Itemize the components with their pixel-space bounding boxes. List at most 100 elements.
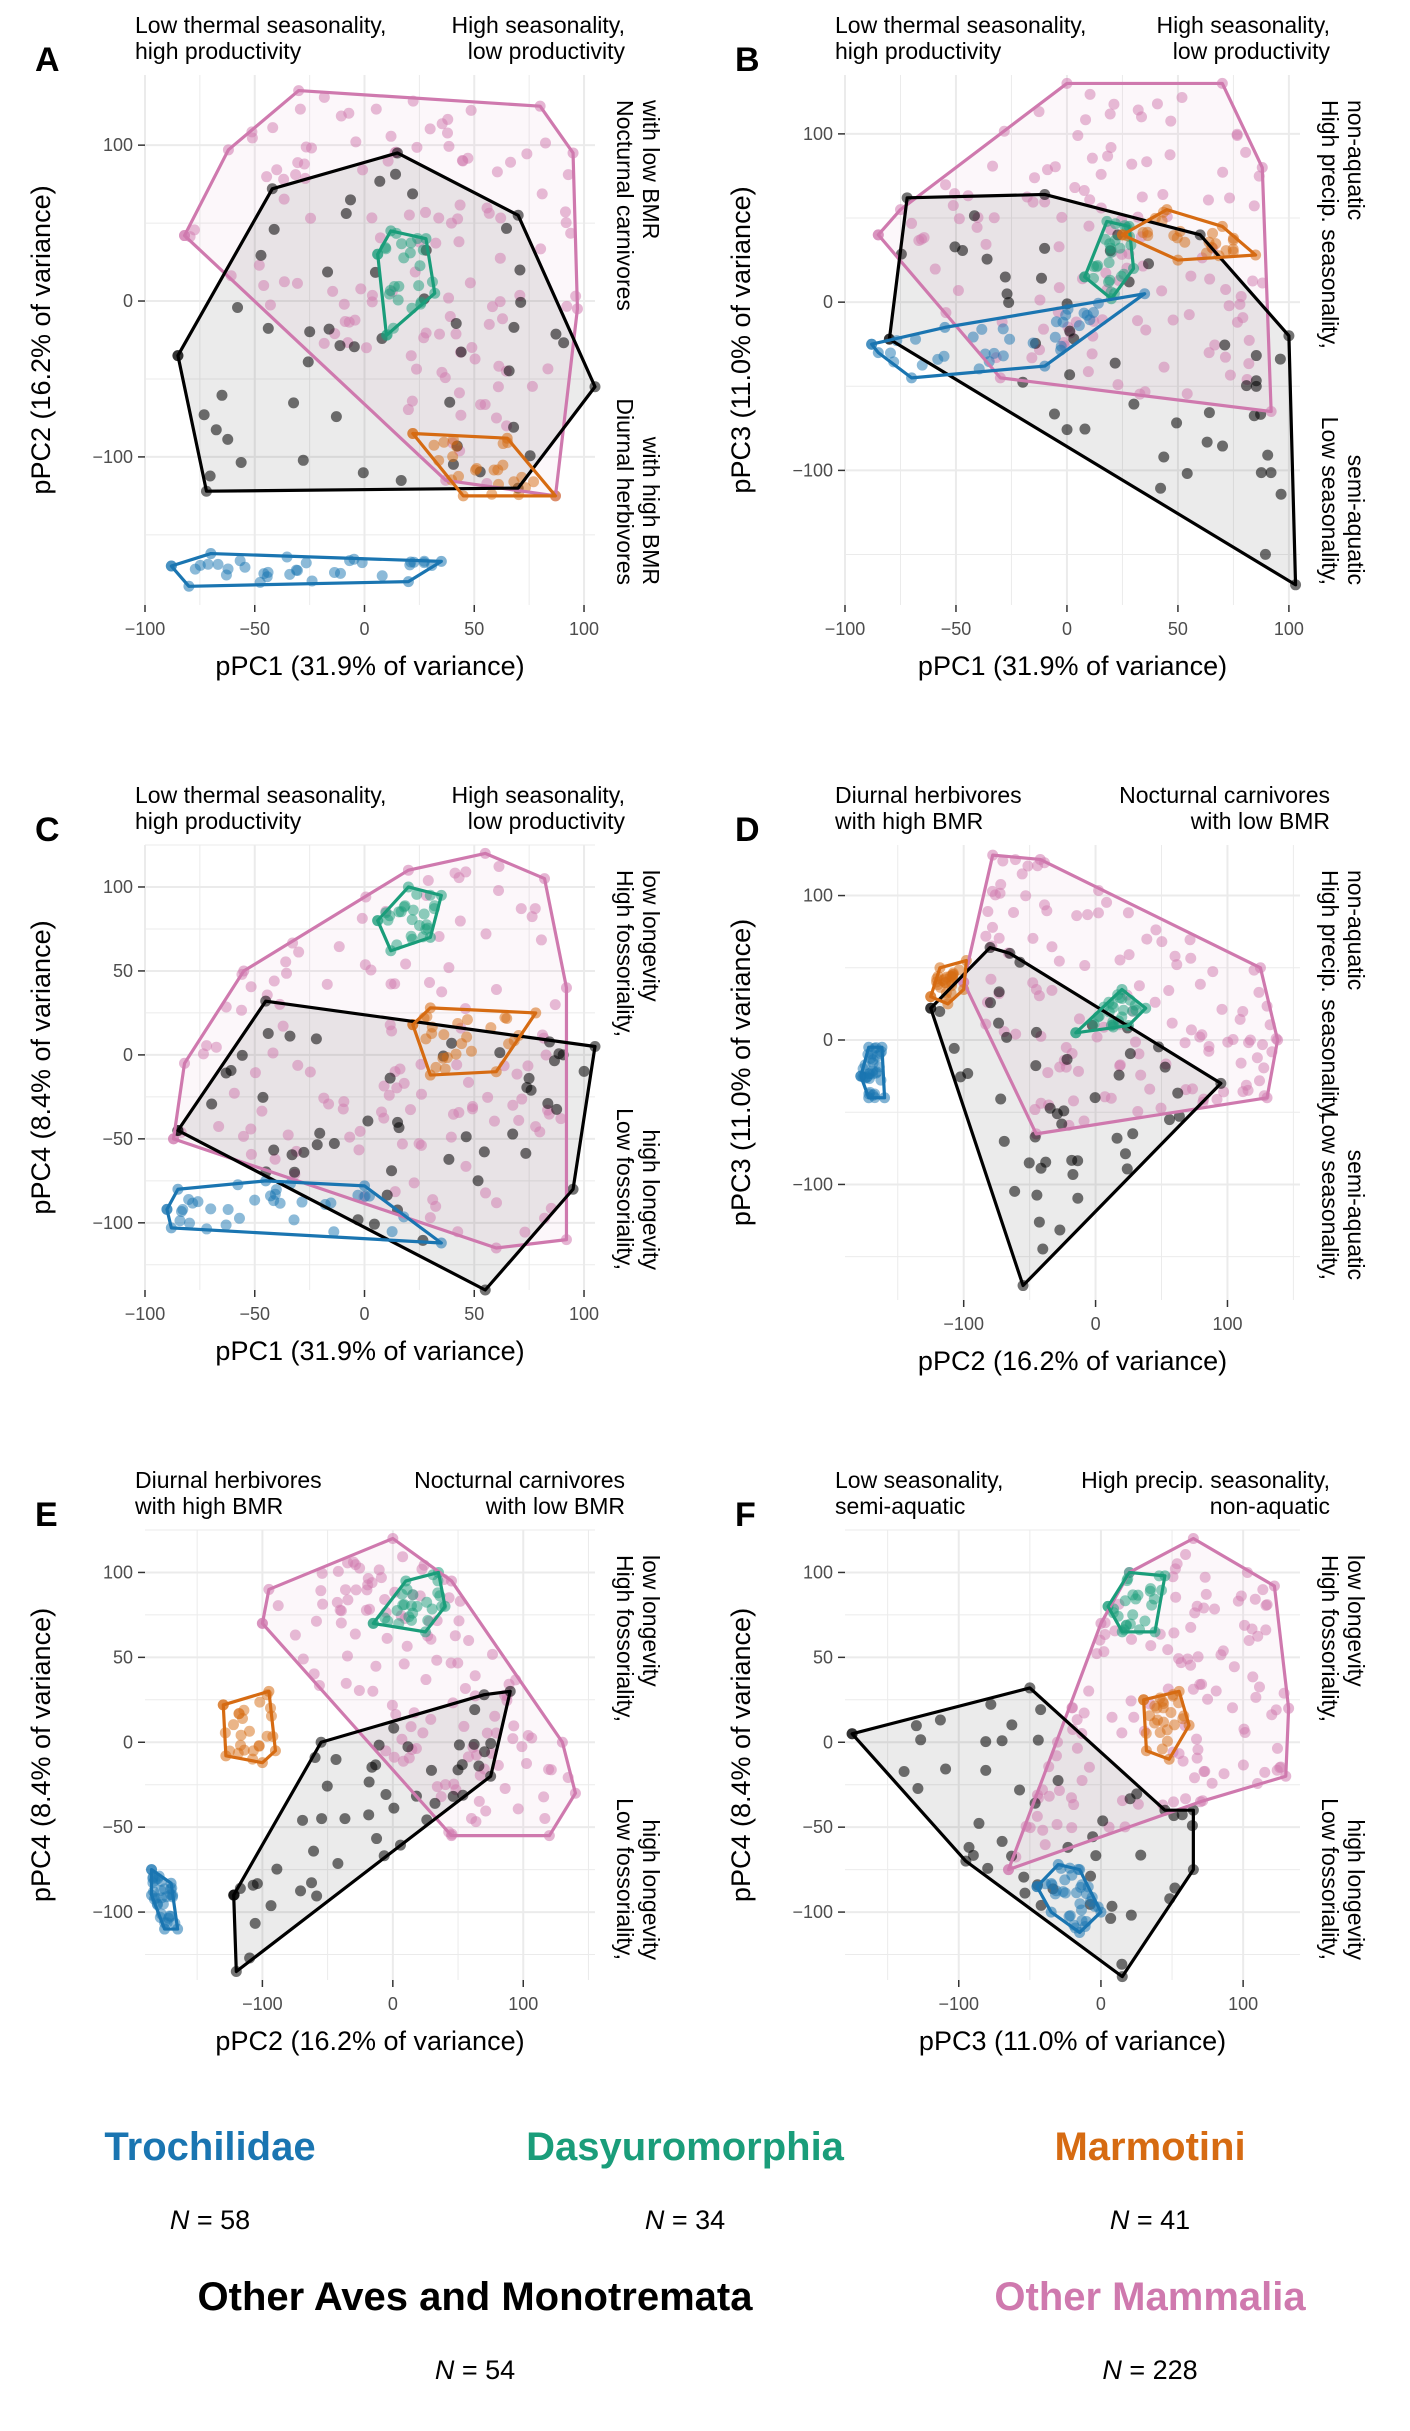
- point-dasy: [413, 280, 425, 292]
- point-mamm: [1126, 1633, 1138, 1645]
- point-aves: [363, 1809, 375, 1821]
- point-aves: [386, 1165, 398, 1177]
- point-aves: [1135, 1849, 1147, 1861]
- point-aves: [1240, 380, 1252, 392]
- point-marm: [1142, 230, 1154, 242]
- point-mamm: [1140, 324, 1152, 336]
- point-mamm: [1209, 1603, 1221, 1615]
- point-aves: [915, 1734, 927, 1746]
- point-mamm: [1240, 146, 1252, 158]
- point-marm: [508, 476, 520, 488]
- x-tick-label: 0: [360, 1304, 370, 1324]
- point-mamm: [397, 1755, 409, 1767]
- point-aves: [1262, 449, 1274, 461]
- point-mamm: [1248, 200, 1260, 212]
- point-mamm: [315, 1585, 327, 1597]
- plot-area: [845, 1530, 1300, 1980]
- point-mamm: [542, 363, 554, 375]
- point-mamm: [1078, 1707, 1090, 1719]
- point-mamm: [512, 1803, 524, 1815]
- point-mamm: [536, 188, 548, 200]
- point-aves: [1219, 339, 1231, 351]
- x-tick-label: 100: [569, 1304, 599, 1324]
- point-mamm: [1078, 1115, 1090, 1127]
- point-troch: [1075, 1904, 1087, 1916]
- point-mamm: [367, 1685, 379, 1697]
- point-troch: [161, 1891, 173, 1903]
- panel-B: −100 −50 0 50 100 −100 0 100 pPC1 (31.9% of vari…: [726, 12, 1369, 681]
- point-mamm: [1223, 300, 1235, 312]
- point-aves: [373, 1739, 385, 1751]
- point-mamm: [245, 981, 257, 993]
- point-dasy: [418, 908, 430, 920]
- point-dasy: [1119, 1595, 1131, 1607]
- point-aves: [1089, 1092, 1101, 1104]
- point-mamm: [267, 1047, 279, 1059]
- hull-outline-marm: [411, 1006, 538, 1077]
- point-marm: [1227, 243, 1239, 255]
- point-mamm: [278, 173, 290, 185]
- point-mamm: [1228, 1661, 1240, 1673]
- point-mamm: [353, 1684, 365, 1696]
- point-mamm: [493, 861, 505, 873]
- point-mamm: [1211, 1093, 1223, 1105]
- point-dasy: [407, 904, 419, 916]
- y-tick-label: 100: [103, 877, 133, 897]
- legend-count-other-aves: N = 54: [435, 2355, 515, 2386]
- panel-letter: A: [35, 41, 60, 79]
- point-aves: [472, 1175, 484, 1187]
- point-mamm: [1224, 369, 1236, 381]
- legend-n-symbol: N: [1102, 2355, 1122, 2385]
- point-aves: [1274, 353, 1286, 365]
- x-annotation-right: High seasonality,: [1157, 12, 1330, 38]
- point-mamm: [464, 277, 476, 289]
- point-troch: [194, 559, 206, 571]
- point-mamm: [1176, 91, 1188, 103]
- hull-fill-aves: [233, 1691, 511, 1972]
- panel-letter: E: [35, 1496, 58, 1534]
- point-aves: [1203, 407, 1215, 419]
- point-aves: [1006, 1719, 1018, 1731]
- legend-n-symbol: N: [169, 2205, 190, 2235]
- point-mamm: [1257, 1584, 1269, 1596]
- point-mamm: [952, 284, 964, 296]
- point-mamm: [565, 227, 577, 239]
- point-mamm: [425, 1713, 437, 1725]
- y-tick-label: 100: [803, 124, 833, 144]
- point-mamm: [402, 404, 414, 416]
- point-mamm: [424, 123, 436, 135]
- point-mamm: [511, 1068, 523, 1080]
- point-mamm: [1167, 1571, 1179, 1583]
- hull-outline-aves: [850, 1686, 1195, 1979]
- point-mamm: [516, 1093, 528, 1105]
- point-mamm: [1086, 348, 1098, 360]
- point-aves: [1003, 296, 1015, 308]
- point-mamm: [1180, 1549, 1192, 1561]
- point-mamm: [1202, 1693, 1214, 1705]
- hull-outline-aves: [232, 1689, 512, 1974]
- point-mamm: [1083, 220, 1095, 232]
- point-mamm: [278, 276, 290, 288]
- y-annotation-top: non-aquatic: [1343, 870, 1369, 990]
- point-aves: [558, 337, 570, 349]
- legend-n-value: 54: [485, 2355, 516, 2385]
- point-mamm: [539, 1812, 551, 1824]
- point-mamm: [1080, 114, 1092, 126]
- point-mamm: [1191, 1752, 1203, 1764]
- point-aves: [1119, 1148, 1131, 1160]
- point-troch: [262, 566, 274, 578]
- point-mamm: [455, 409, 467, 421]
- hull-outline-troch: [149, 1868, 180, 1931]
- hull-outline-dasy: [371, 1570, 447, 1634]
- point-mamm: [433, 930, 445, 942]
- point-mamm: [419, 206, 431, 218]
- x-tick-label: 100: [508, 1994, 538, 2014]
- point-aves: [381, 1189, 393, 1201]
- x-axis-label: pPC1 (31.9% of variance): [215, 651, 524, 681]
- point-mamm: [389, 978, 401, 990]
- point-troch: [938, 350, 950, 362]
- panel-D: −100 0 100 −100 0 100 pPC2 (16.2% of variance)…: [726, 782, 1369, 1376]
- point-mamm: [245, 1148, 257, 1160]
- point-mamm: [1049, 161, 1061, 173]
